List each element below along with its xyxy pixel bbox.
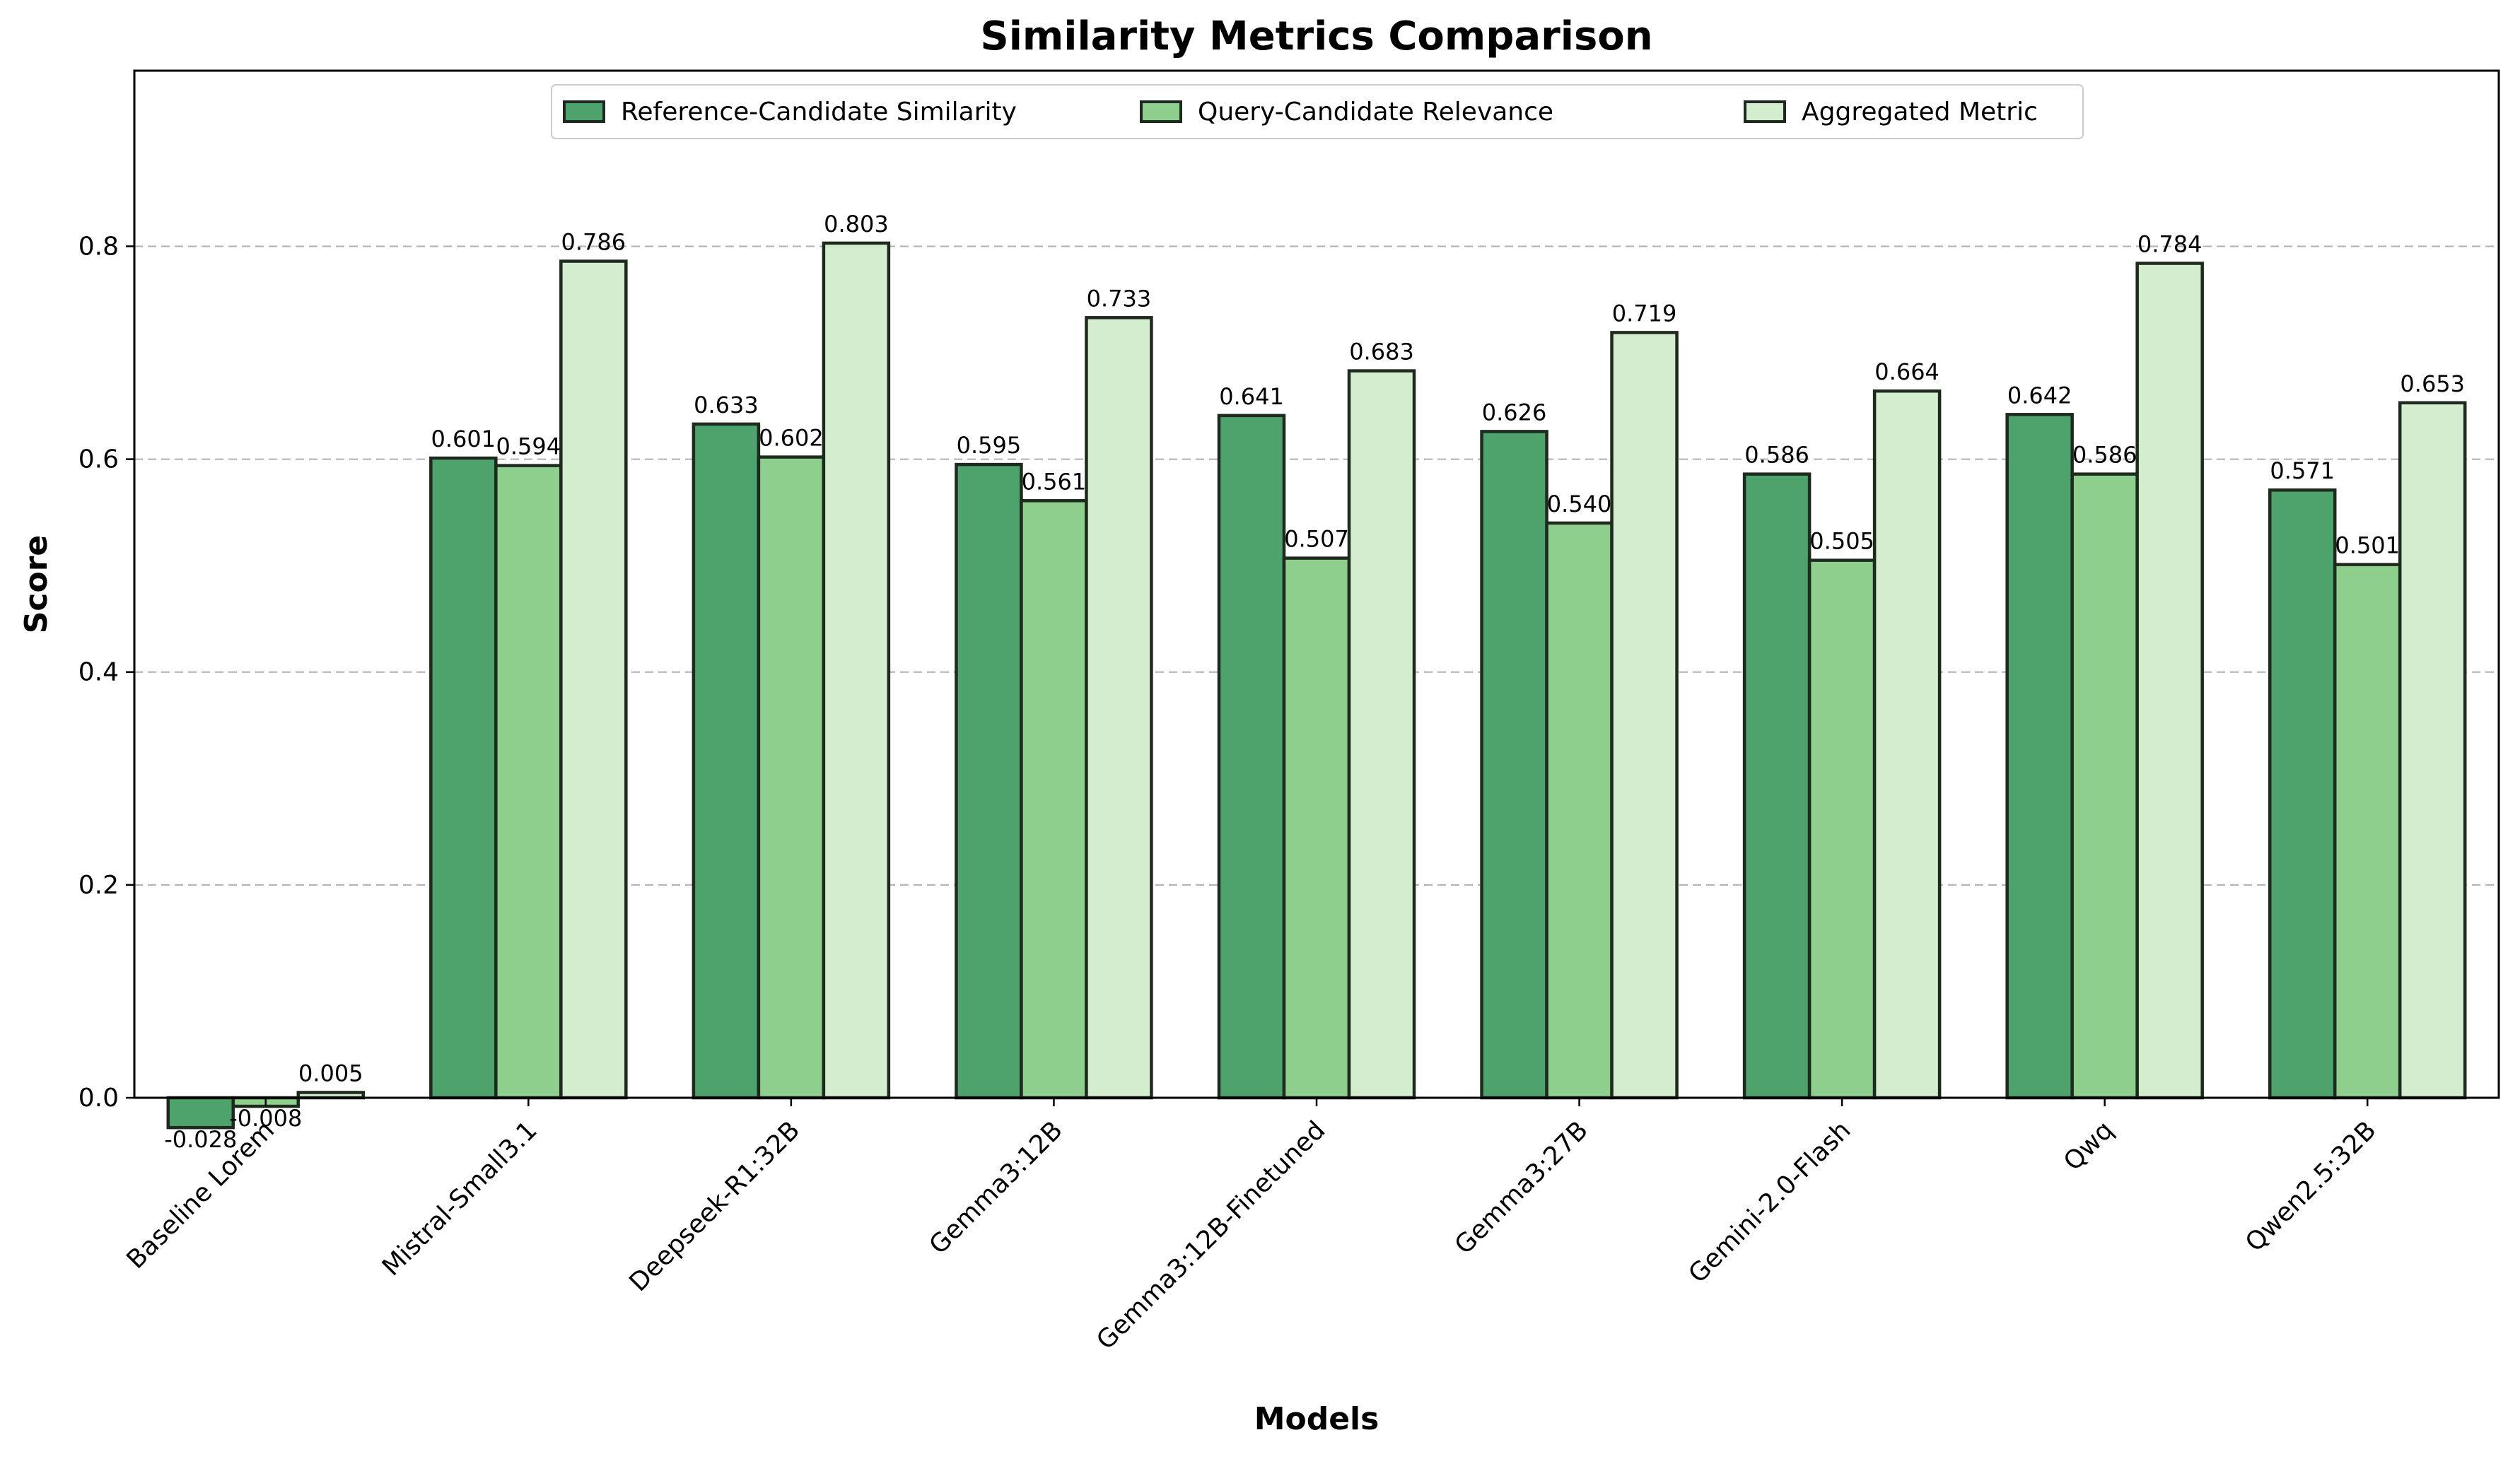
- legend-label: Reference-Candidate Similarity: [621, 98, 1017, 127]
- bar: [2398, 401, 2467, 1100]
- data-label: -0.028: [164, 1126, 237, 1153]
- data-label: 0.803: [824, 211, 889, 238]
- data-label: 0.594: [496, 433, 561, 460]
- bar: [1282, 556, 1351, 1100]
- data-label: 0.719: [1612, 300, 1677, 327]
- data-label: 0.507: [1284, 526, 1349, 553]
- bar: [494, 464, 563, 1100]
- bar: [692, 422, 761, 1100]
- data-label: -0.008: [229, 1105, 302, 1132]
- data-label: 0.601: [431, 426, 496, 452]
- legend-label: Query-Candidate Relevance: [1198, 98, 1553, 127]
- y-axis-title: Score: [18, 535, 54, 634]
- chart-title: Similarity Metrics Comparison: [980, 13, 1652, 59]
- bar: [1807, 558, 1877, 1100]
- legend-box: [551, 84, 2084, 139]
- bar: [1480, 430, 1548, 1100]
- data-label: 0.586: [2072, 442, 2137, 469]
- y-tick-label: 0.6: [78, 445, 119, 474]
- data-label: 0.641: [1219, 383, 1284, 410]
- bar: [1545, 521, 1614, 1100]
- bars-group: [166, 241, 2467, 1130]
- data-label: 0.571: [2270, 457, 2335, 484]
- data-label: 0.005: [298, 1060, 363, 1086]
- data-label: 0.733: [1087, 285, 1152, 312]
- bar: [1872, 389, 1942, 1100]
- bar: [2333, 563, 2402, 1100]
- data-label: 0.540: [1547, 491, 1612, 517]
- bar: [1742, 472, 1812, 1100]
- y-tick-label: 0.2: [78, 871, 119, 900]
- data-label: 0.505: [1809, 528, 1874, 555]
- bar: [1085, 316, 1153, 1100]
- x-axis-title: Models: [1254, 1401, 1379, 1437]
- bar: [166, 1096, 235, 1130]
- legend-swatch: [563, 100, 605, 123]
- data-label: 0.786: [561, 229, 626, 256]
- bar: [1020, 499, 1088, 1100]
- bar: [2070, 472, 2139, 1100]
- legend-label: Aggregated Metric: [1802, 98, 2038, 127]
- bar: [822, 241, 891, 1100]
- data-label: 0.653: [2400, 370, 2465, 397]
- data-label: 0.664: [1874, 358, 1939, 385]
- bar: [429, 456, 498, 1100]
- data-label: 0.784: [2137, 231, 2203, 258]
- bar: [955, 462, 1023, 1100]
- bar: [1610, 331, 1679, 1100]
- bar: [1217, 414, 1286, 1100]
- y-tick-label: 0.4: [78, 658, 119, 687]
- legend-swatch: [1140, 100, 1182, 123]
- bar: [2135, 262, 2204, 1100]
- y-axis: 0.0 0.2 0.4 0.6 0.8: [78, 232, 134, 1113]
- legend: Reference-Candidate Similarity Query-Cand…: [551, 84, 2084, 139]
- legend-swatch: [1744, 100, 1786, 123]
- y-tick-label: 0.8: [78, 232, 119, 261]
- data-label: 0.683: [1349, 339, 1414, 365]
- data-label: 0.642: [2007, 382, 2072, 409]
- data-label: 0.602: [759, 425, 824, 452]
- data-label: 0.561: [1022, 468, 1087, 495]
- data-label: 0.595: [957, 432, 1022, 459]
- y-tick-label: 0.0: [78, 1084, 119, 1113]
- bar: [2268, 488, 2337, 1100]
- data-label: 0.501: [2335, 532, 2400, 559]
- bar: [757, 455, 826, 1100]
- bar: [1347, 369, 1416, 1100]
- data-label: 0.626: [1482, 399, 1547, 426]
- data-label: 0.633: [694, 392, 759, 418]
- bar: [559, 259, 628, 1100]
- bar: [2005, 413, 2074, 1100]
- data-label: 0.586: [1744, 442, 1809, 469]
